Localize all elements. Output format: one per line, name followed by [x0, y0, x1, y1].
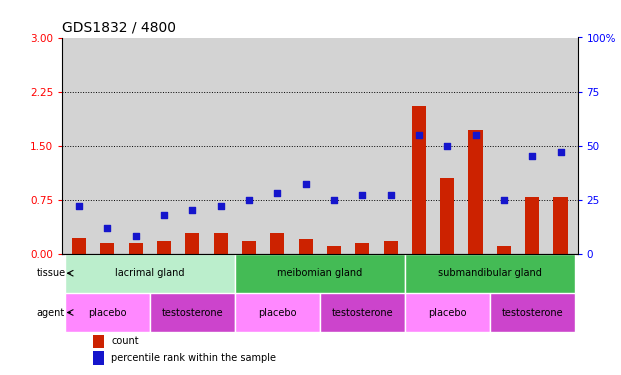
- Point: [386, 192, 396, 198]
- Bar: [65, 293, 150, 332]
- Text: submandibular gland: submandibular gland: [438, 268, 542, 278]
- Bar: [157, 241, 171, 254]
- Point: [159, 211, 169, 217]
- Bar: [185, 233, 199, 254]
- Point: [499, 196, 509, 202]
- Bar: [270, 233, 284, 254]
- Bar: [129, 243, 143, 254]
- Bar: [553, 197, 568, 254]
- Point: [102, 225, 112, 231]
- Text: placebo: placebo: [88, 308, 127, 318]
- Point: [414, 132, 424, 138]
- Bar: [412, 106, 426, 254]
- Bar: [93, 351, 104, 364]
- Point: [527, 153, 537, 159]
- Bar: [65, 254, 235, 293]
- Text: count: count: [111, 336, 138, 346]
- Text: agent: agent: [37, 308, 65, 318]
- Bar: [355, 243, 369, 254]
- Point: [556, 149, 566, 155]
- Point: [357, 192, 367, 198]
- Bar: [214, 233, 228, 254]
- Point: [301, 182, 310, 188]
- Bar: [93, 334, 104, 348]
- Bar: [101, 243, 114, 254]
- Bar: [468, 130, 483, 254]
- Bar: [497, 246, 511, 254]
- Point: [329, 196, 339, 202]
- Bar: [150, 293, 235, 332]
- Text: GDS1832 / 4800: GDS1832 / 4800: [62, 21, 176, 35]
- Text: meibomian gland: meibomian gland: [277, 268, 363, 278]
- Point: [273, 190, 283, 196]
- Text: testosterone: testosterone: [501, 308, 563, 318]
- Text: testosterone: testosterone: [332, 308, 393, 318]
- Point: [74, 203, 84, 209]
- Point: [244, 196, 254, 202]
- Text: lacrimal gland: lacrimal gland: [115, 268, 184, 278]
- Bar: [525, 197, 539, 254]
- Bar: [235, 254, 405, 293]
- Bar: [320, 293, 405, 332]
- Point: [215, 203, 225, 209]
- Point: [188, 207, 197, 213]
- Text: placebo: placebo: [258, 308, 297, 318]
- Text: tissue: tissue: [37, 268, 66, 278]
- Bar: [72, 238, 86, 254]
- Bar: [384, 241, 397, 254]
- Point: [442, 142, 452, 148]
- Text: percentile rank within the sample: percentile rank within the sample: [111, 353, 276, 363]
- Text: testosterone: testosterone: [161, 308, 223, 318]
- Bar: [440, 178, 455, 254]
- Bar: [327, 246, 341, 254]
- Point: [131, 233, 141, 239]
- Bar: [299, 239, 313, 254]
- Bar: [405, 293, 490, 332]
- Bar: [242, 241, 256, 254]
- Bar: [235, 293, 320, 332]
- Point: [471, 132, 481, 138]
- Text: placebo: placebo: [428, 308, 466, 318]
- Bar: [405, 254, 574, 293]
- Bar: [490, 293, 574, 332]
